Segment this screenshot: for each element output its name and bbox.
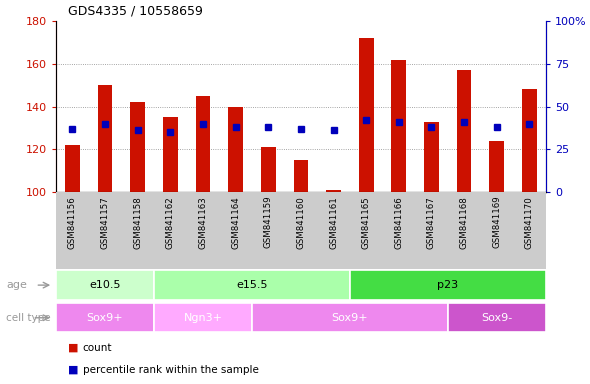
Text: GSM841161: GSM841161 bbox=[329, 196, 338, 248]
Text: cell type: cell type bbox=[6, 313, 51, 323]
Bar bbox=[252, 303, 448, 333]
Bar bbox=[163, 117, 178, 192]
Text: Sox9+: Sox9+ bbox=[87, 313, 123, 323]
Text: GSM841159: GSM841159 bbox=[264, 196, 273, 248]
Text: GSM841164: GSM841164 bbox=[231, 196, 240, 248]
Bar bbox=[424, 121, 439, 192]
Bar bbox=[261, 147, 276, 192]
Text: percentile rank within the sample: percentile rank within the sample bbox=[83, 365, 258, 375]
Bar bbox=[154, 303, 252, 333]
Text: Sox9+: Sox9+ bbox=[332, 313, 368, 323]
Bar bbox=[154, 270, 350, 300]
Text: GSM841170: GSM841170 bbox=[525, 196, 534, 248]
Text: e15.5: e15.5 bbox=[236, 280, 268, 290]
Bar bbox=[522, 89, 537, 192]
Text: GSM841160: GSM841160 bbox=[296, 196, 306, 248]
Bar bbox=[457, 70, 471, 192]
Text: age: age bbox=[6, 280, 27, 290]
Bar bbox=[196, 96, 210, 192]
Bar bbox=[490, 141, 504, 192]
Text: count: count bbox=[83, 343, 112, 353]
Text: ■: ■ bbox=[68, 365, 78, 375]
Text: GSM841166: GSM841166 bbox=[394, 196, 404, 248]
Bar bbox=[392, 60, 406, 192]
Text: e10.5: e10.5 bbox=[89, 280, 121, 290]
Text: GSM841169: GSM841169 bbox=[492, 196, 502, 248]
Bar bbox=[98, 85, 112, 192]
Text: Sox9-: Sox9- bbox=[481, 313, 512, 323]
Text: GSM841156: GSM841156 bbox=[68, 196, 77, 248]
Text: p23: p23 bbox=[437, 280, 458, 290]
Bar bbox=[56, 303, 154, 333]
Text: Ngn3+: Ngn3+ bbox=[183, 313, 222, 323]
Bar bbox=[228, 106, 243, 192]
Bar bbox=[448, 303, 546, 333]
Text: GDS4335 / 10558659: GDS4335 / 10558659 bbox=[68, 4, 203, 17]
Bar bbox=[65, 145, 80, 192]
Text: ■: ■ bbox=[68, 343, 78, 353]
Text: GSM841168: GSM841168 bbox=[460, 196, 468, 248]
Text: GSM841163: GSM841163 bbox=[198, 196, 208, 248]
Text: GSM841158: GSM841158 bbox=[133, 196, 142, 248]
Text: GSM841167: GSM841167 bbox=[427, 196, 436, 248]
Bar bbox=[56, 270, 154, 300]
Text: GSM841162: GSM841162 bbox=[166, 196, 175, 248]
Bar bbox=[350, 270, 546, 300]
Text: GSM841157: GSM841157 bbox=[100, 196, 110, 248]
Bar bbox=[326, 190, 341, 192]
Bar bbox=[130, 102, 145, 192]
Bar bbox=[294, 160, 308, 192]
Text: GSM841165: GSM841165 bbox=[362, 196, 371, 248]
Bar bbox=[359, 38, 373, 192]
